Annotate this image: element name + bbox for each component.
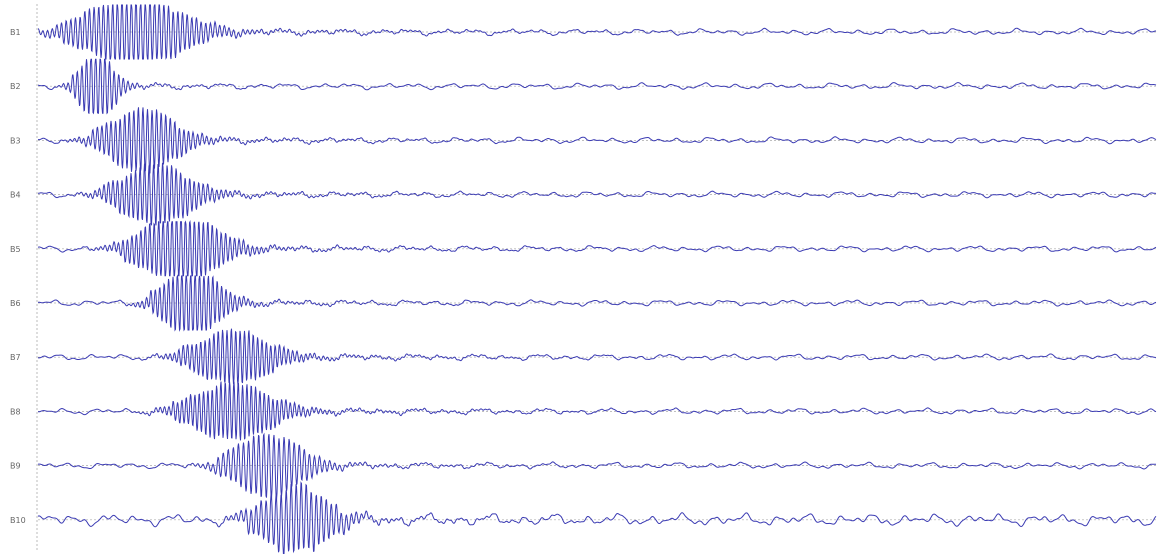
trace-label-b8: B8 [10,407,21,416]
trace-label-b3: B3 [10,136,21,145]
trace-b1 [38,4,1157,60]
trace-b8 [37,381,1157,441]
trace-label-b4: B4 [10,191,21,200]
trace-label-b7: B7 [10,353,21,362]
trace-label-b5: B5 [10,245,21,254]
trace-b3 [37,107,1157,174]
trace-label-b2: B2 [10,82,21,91]
trace-b4 [38,162,1157,226]
trace-b9 [37,432,1156,501]
traces-group: B1 B2 B3 B4 B5 B6 B7 B8 B9 B10 [10,4,1157,554]
trace-label-b9: B9 [10,462,21,471]
trace-label-b1: B1 [10,28,21,37]
trace-label-b10: B10 [10,516,26,525]
trace-b7 [37,328,1157,386]
trace-b2 [37,58,1157,115]
trace-label-b6: B6 [10,299,21,308]
trace-b5 [37,220,1157,277]
trace-b10 [37,481,1157,554]
trace-b6 [37,274,1157,332]
